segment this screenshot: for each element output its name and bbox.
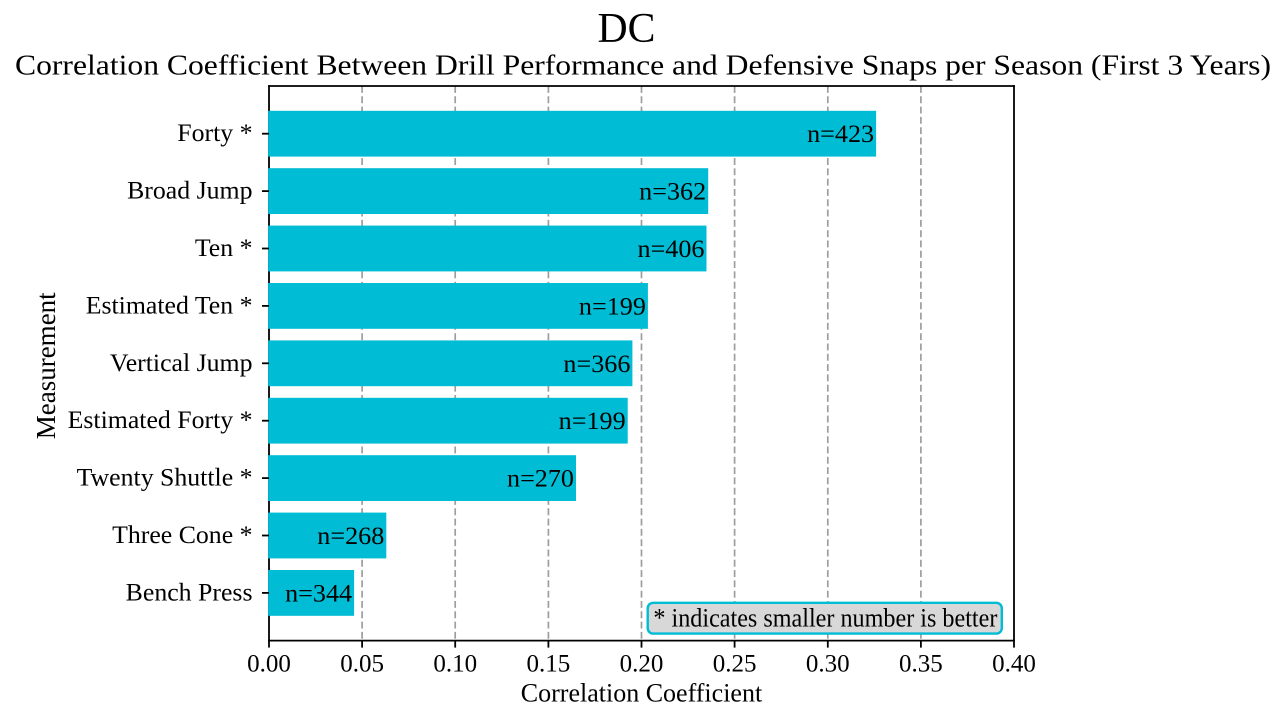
svg-text:Three Cone *: Three Cone *	[112, 520, 252, 549]
svg-text:n=199: n=199	[559, 408, 626, 435]
svg-text:Forty *: Forty *	[177, 118, 252, 147]
svg-text:0.25: 0.25	[713, 651, 757, 678]
svg-text:n=406: n=406	[638, 236, 705, 263]
svg-text:n=268: n=268	[317, 523, 384, 550]
svg-text:n=362: n=362	[639, 179, 706, 206]
svg-text:0.35: 0.35	[899, 651, 943, 678]
svg-text:n=270: n=270	[507, 466, 574, 493]
svg-text:0.15: 0.15	[527, 651, 571, 678]
svg-text:n=423: n=423	[807, 121, 874, 148]
svg-text:0.10: 0.10	[433, 651, 477, 678]
svg-text:0.05: 0.05	[340, 651, 384, 678]
svg-text:Correlation Coefficient Betwee: Correlation Coefficient Between Drill Pe…	[15, 51, 1271, 82]
svg-text:Measurement: Measurement	[31, 292, 61, 439]
svg-text:0.20: 0.20	[620, 651, 664, 678]
svg-text:Twenty Shuttle *: Twenty Shuttle *	[77, 463, 253, 492]
svg-text:n=366: n=366	[563, 351, 630, 378]
svg-text:Vertical Jump: Vertical Jump	[110, 348, 253, 377]
svg-text:0.30: 0.30	[806, 651, 850, 678]
svg-text:n=344: n=344	[285, 580, 353, 607]
svg-text:DC: DC	[598, 6, 656, 52]
svg-text:Bench Press: Bench Press	[126, 577, 253, 606]
svg-text:Broad Jump: Broad Jump	[127, 176, 252, 205]
svg-text:Ten *: Ten *	[195, 233, 253, 262]
svg-text:0.00: 0.00	[247, 651, 291, 678]
svg-text:Estimated Forty *: Estimated Forty *	[68, 405, 253, 434]
svg-text:Correlation Coefficient: Correlation Coefficient	[521, 679, 763, 708]
svg-text:n=199: n=199	[579, 293, 646, 320]
svg-text:0.40: 0.40	[992, 651, 1036, 678]
svg-text:* indicates smaller number is: * indicates smaller number is better	[653, 604, 997, 633]
svg-text:Estimated Ten *: Estimated Ten *	[86, 290, 253, 319]
